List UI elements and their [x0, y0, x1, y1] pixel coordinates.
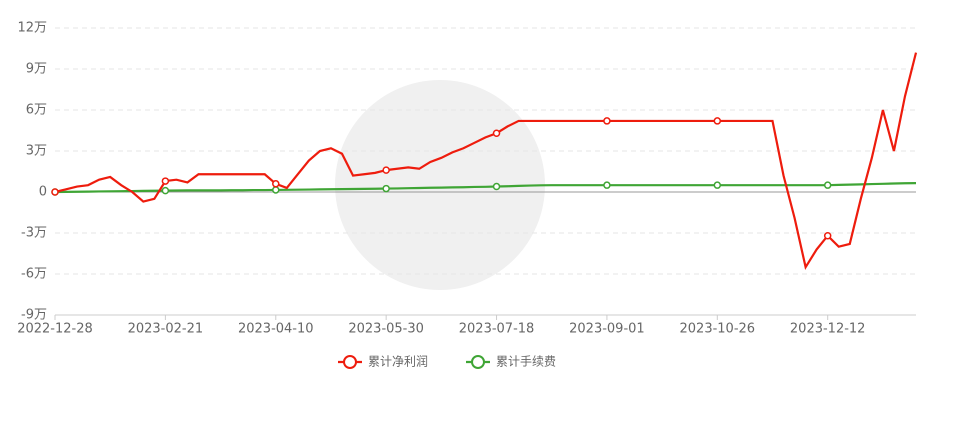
point-marker — [51, 188, 59, 196]
point-marker — [713, 117, 722, 125]
y-tick-label: 3万 — [26, 144, 47, 159]
y-tick-label: 0 — [39, 185, 47, 200]
x-tick-label: 2023-12-12 — [790, 322, 866, 337]
point-marker — [823, 181, 832, 189]
legend-marker — [471, 355, 485, 369]
y-tick-label: -3万 — [21, 226, 47, 241]
y-tick-label: -6万 — [21, 267, 47, 282]
legend-marker — [343, 355, 357, 369]
y-tick-label: 12万 — [17, 21, 47, 36]
x-tick-label: 2023-04-10 — [238, 322, 314, 337]
x-tick-label: 2023-10-26 — [680, 322, 756, 337]
point-marker — [382, 166, 390, 174]
point-marker — [823, 231, 832, 240]
series-line — [54, 182, 917, 194]
point-marker — [603, 181, 611, 189]
point-marker — [272, 186, 280, 194]
series-line — [54, 52, 918, 271]
point-marker — [603, 117, 611, 125]
point-marker — [382, 184, 390, 193]
y-tick-label: -9万 — [21, 308, 47, 323]
point-marker — [492, 182, 501, 191]
point-marker — [272, 180, 280, 188]
x-tick-label: 2023-05-30 — [348, 322, 424, 337]
point-marker — [161, 177, 170, 185]
y-tick-label: 9万 — [26, 62, 47, 77]
legend-label: 累计手续费 — [496, 355, 556, 369]
x-tick-label: 2023-02-21 — [128, 322, 204, 337]
watermark — [335, 80, 545, 290]
legend-label: 累计净利润 — [368, 355, 428, 369]
point-marker — [713, 181, 722, 189]
x-tick-label: 2023-07-18 — [459, 322, 535, 337]
x-tick-label: 2022-12-28 — [17, 322, 93, 337]
point-marker — [161, 186, 170, 195]
x-tick-label: 2023-09-01 — [569, 322, 645, 337]
y-tick-label: 6万 — [26, 103, 47, 118]
point-marker — [492, 129, 501, 137]
